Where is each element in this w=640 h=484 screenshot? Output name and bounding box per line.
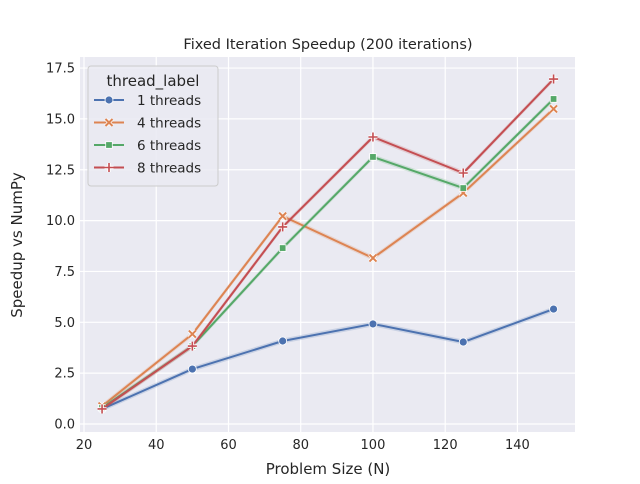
y-axis-label: Speedup vs NumPy — [8, 172, 26, 318]
legend-item: 8 threads — [94, 161, 201, 177]
x-tick-label: 60 — [220, 438, 237, 453]
series-line — [101, 78, 555, 410]
x-tick-label: 100 — [361, 438, 386, 453]
y-tick-label: 7.5 — [54, 265, 75, 280]
data-point — [278, 244, 287, 252]
x-tick-label: 120 — [433, 438, 458, 453]
series-lines — [97, 74, 559, 414]
data-point — [549, 304, 558, 314]
data-point — [549, 104, 558, 114]
legend-item: 4 threads — [94, 116, 201, 132]
series-8-threads — [97, 74, 559, 414]
data-point — [187, 364, 197, 374]
data-point — [368, 253, 378, 263]
legend-marker — [104, 95, 114, 105]
legend-marker — [104, 118, 114, 127]
data-point — [458, 337, 468, 347]
y-tick-label: 5.0 — [54, 316, 75, 331]
data-point — [278, 211, 287, 221]
x-tick-label: 20 — [76, 438, 93, 453]
data-point — [368, 319, 378, 329]
data-point — [369, 153, 377, 161]
data-point — [459, 184, 467, 192]
series-line — [101, 108, 555, 407]
data-point — [188, 329, 197, 339]
legend-label: 6 threads — [137, 138, 201, 154]
y-tick-label: 2.5 — [54, 367, 75, 382]
data-point — [368, 132, 378, 142]
data-point — [97, 404, 107, 414]
data-point — [458, 168, 468, 178]
data-point — [278, 222, 288, 232]
data-point — [549, 95, 558, 103]
legend-marker — [105, 141, 113, 149]
y-tick-label: 15.0 — [46, 112, 75, 127]
legend-box — [87, 65, 219, 187]
x-axis-label: Problem Size (N) — [266, 460, 391, 478]
x-tick-label: 80 — [292, 438, 309, 453]
legend-marker — [104, 163, 114, 172]
y-tick-label: 12.5 — [46, 163, 75, 178]
legend-label: 8 threads — [137, 161, 201, 177]
legend-item: 6 threads — [94, 138, 201, 154]
legend-item: 1 threads — [94, 93, 201, 109]
legend-title: thread_label — [107, 72, 200, 91]
y-tick-label: 17.5 — [46, 62, 75, 77]
series-line — [101, 308, 554, 410]
data-point — [278, 336, 288, 346]
legend-label: 4 threads — [137, 116, 201, 132]
data-point — [187, 341, 197, 351]
data-point — [549, 74, 559, 84]
y-tick-label: 10.0 — [46, 214, 75, 229]
x-tick-label: 140 — [505, 438, 530, 453]
confidence-band — [102, 96, 554, 411]
chart-title: Fixed Iteration Speedup (200 iterations) — [183, 37, 472, 53]
grid — [80, 57, 575, 432]
legend-label: 1 threads — [137, 93, 201, 109]
y-tick-label: 0.0 — [54, 418, 75, 433]
x-tick-labels: 20 40 60 80 100 120 140 — [76, 438, 530, 453]
y-tick-labels: 0.0 2.5 5.0 7.5 10.0 12.5 15.0 17.5 — [46, 62, 75, 433]
legend: thread_label 1 threads 4 threads 6 threads… — [87, 65, 219, 187]
x-tick-label: 40 — [148, 438, 165, 453]
